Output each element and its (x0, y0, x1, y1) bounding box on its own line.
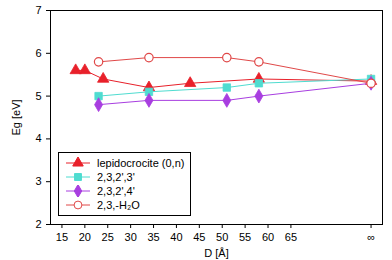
svg-text:35: 35 (147, 231, 159, 243)
svg-text:4: 4 (35, 132, 41, 144)
svg-text:7: 7 (35, 4, 41, 16)
svg-text:20: 20 (79, 231, 91, 243)
svg-text:Eg [eV]: Eg [eV] (10, 99, 22, 135)
svg-text:∞: ∞ (367, 231, 375, 243)
svg-text:55: 55 (239, 231, 251, 243)
html-text:lepidocrocite (0,n): lepidocrocite (0,n) (97, 157, 185, 169)
svg-text:30: 30 (125, 231, 137, 243)
svg-text:D [Å]: D [Å] (204, 247, 228, 259)
html-text:2,3,-H₂O: 2,3,-H₂O (97, 199, 140, 211)
html-text:2,3,2',4': 2,3,2',4' (97, 185, 135, 197)
svg-text:15: 15 (56, 231, 68, 243)
svg-text:25: 25 (102, 231, 114, 243)
svg-text:3: 3 (35, 175, 41, 187)
svg-text:6: 6 (35, 47, 41, 59)
svg-text:60: 60 (262, 231, 274, 243)
svg-text:65: 65 (285, 231, 297, 243)
svg-text:40: 40 (170, 231, 182, 243)
svg-text:45: 45 (193, 231, 205, 243)
svg-text:5: 5 (35, 90, 41, 102)
svg-text:50: 50 (216, 231, 228, 243)
svg-text:2: 2 (35, 218, 41, 230)
html-text:2,3,2',3': 2,3,2',3' (97, 171, 135, 183)
